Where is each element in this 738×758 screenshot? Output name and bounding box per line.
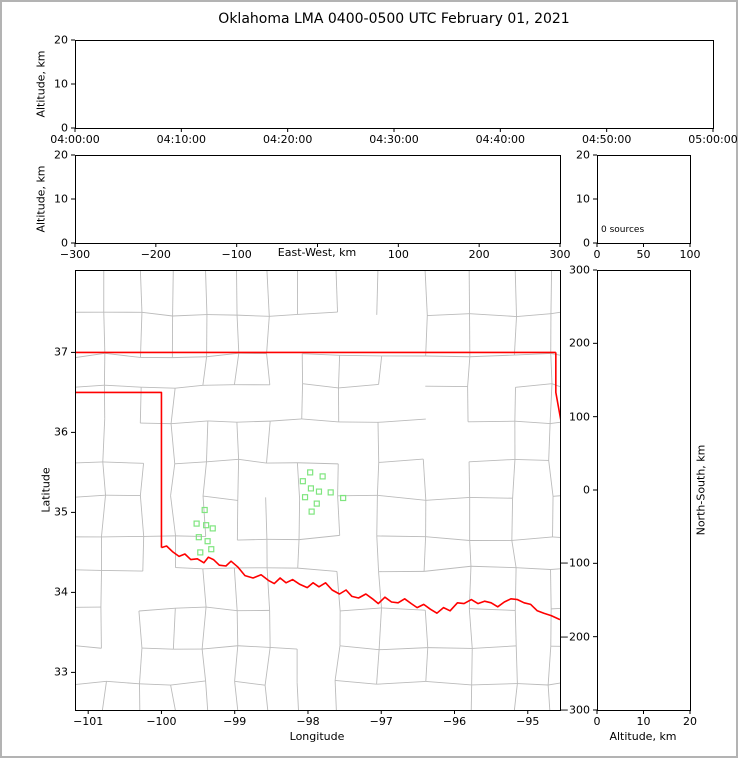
x-tick-label: −101 bbox=[73, 715, 104, 728]
x-tick-label: 04:10:00 bbox=[156, 133, 207, 146]
map-panel bbox=[75, 270, 561, 711]
x-tick-label: −95 bbox=[516, 715, 540, 728]
y-tick-label: −100 bbox=[559, 556, 590, 570]
x-tick-label: −100 bbox=[221, 248, 252, 261]
station-marker bbox=[201, 506, 208, 514]
oklahoma-state-border bbox=[75, 351, 560, 621]
x-tick-label: −99 bbox=[223, 715, 247, 728]
station-marker bbox=[308, 508, 315, 515]
y-tick-label: −200 bbox=[559, 630, 590, 644]
y-tick-label: 300 bbox=[569, 263, 590, 277]
x-tick-label: 200 bbox=[468, 248, 490, 261]
x-tick-label: 04:50:00 bbox=[581, 133, 632, 146]
station-marker bbox=[340, 494, 347, 502]
y-tick-label: 0 bbox=[583, 483, 590, 497]
x-tick-label: −97 bbox=[369, 715, 393, 728]
red-river-border bbox=[161, 545, 560, 621]
ns-height-xlabel: Altitude, km bbox=[609, 730, 677, 743]
station-marker bbox=[197, 549, 204, 556]
map-layers bbox=[75, 270, 560, 710]
map-ylabel: Latitude bbox=[39, 467, 53, 513]
station-marker bbox=[315, 488, 323, 495]
figure-title: Oklahoma LMA 0400-0500 UTC February 01, … bbox=[218, 11, 570, 27]
station-marker bbox=[208, 546, 215, 553]
x-tick-label: 20 bbox=[683, 715, 697, 728]
y-tick-label: 20 bbox=[54, 33, 68, 47]
x-tick-label: 0 bbox=[593, 248, 601, 261]
x-tick-label: 300 bbox=[549, 248, 571, 261]
y-tick-label: 10 bbox=[576, 192, 590, 206]
y-tick-label: 10 bbox=[54, 77, 68, 91]
x-tick-label: 04:30:00 bbox=[369, 133, 419, 146]
station-marker bbox=[313, 500, 320, 507]
station-marker bbox=[209, 525, 216, 532]
y-tick-label: −300 bbox=[559, 703, 590, 717]
y-tick-label: 0 bbox=[583, 236, 590, 250]
station-marker bbox=[195, 534, 202, 541]
source-count-annotation: 0 sources bbox=[601, 225, 645, 235]
x-tick-label: 100 bbox=[387, 248, 409, 261]
x-tick-label: −100 bbox=[146, 715, 177, 728]
station-marker bbox=[193, 520, 200, 527]
ew-height-ylabel: Altitude, km bbox=[34, 165, 48, 233]
x-tick-label: 10 bbox=[636, 715, 651, 728]
y-tick-label: 37 bbox=[54, 345, 68, 359]
x-tick-label: 04:20:00 bbox=[262, 133, 313, 146]
station-marker bbox=[327, 489, 334, 496]
x-tick-label: 0 bbox=[593, 715, 601, 728]
time-height-panel bbox=[75, 40, 714, 129]
station-marker bbox=[204, 538, 211, 545]
ew-height-panel bbox=[75, 155, 561, 244]
x-tick-label: −200 bbox=[140, 248, 171, 261]
y-tick-label: 100 bbox=[569, 410, 590, 424]
station-markers bbox=[193, 469, 347, 556]
y-tick-label: 200 bbox=[569, 336, 590, 350]
y-tick-label: 10 bbox=[54, 192, 68, 206]
x-tick-label: 100 bbox=[679, 248, 701, 261]
time-height-ylabel: Altitude, km bbox=[34, 50, 48, 118]
y-tick-label: 33 bbox=[54, 665, 68, 679]
x-tick-label: 50 bbox=[636, 248, 651, 261]
station-marker bbox=[299, 478, 306, 485]
y-tick-label: 0 bbox=[61, 121, 68, 135]
x-tick-label: −300 bbox=[59, 248, 91, 261]
ns-height-right-label: North-South, km bbox=[694, 444, 708, 536]
y-tick-label: 36 bbox=[54, 425, 68, 439]
y-tick-label: 20 bbox=[54, 148, 68, 162]
station-marker bbox=[307, 469, 314, 476]
x-tick-label: 04:00:00 bbox=[50, 133, 100, 146]
y-tick-label: 34 bbox=[54, 585, 68, 599]
station-marker bbox=[301, 494, 309, 501]
x-tick-label: 04:40:00 bbox=[475, 133, 526, 146]
map-xlabel: Longitude bbox=[289, 730, 345, 743]
x-tick-label: −96 bbox=[442, 715, 467, 728]
y-tick-label: 35 bbox=[54, 505, 68, 519]
county-boundaries bbox=[75, 270, 560, 710]
station-marker bbox=[203, 522, 210, 529]
x-tick-label: −98 bbox=[296, 715, 320, 728]
x-tick-label: 05:00:00 bbox=[688, 133, 738, 146]
ew-height-xlabel: East-West, km bbox=[277, 246, 357, 259]
station-marker bbox=[319, 473, 326, 480]
y-tick-label: 0 bbox=[61, 236, 68, 250]
station-marker bbox=[307, 485, 315, 492]
ns-height-panel bbox=[597, 270, 691, 711]
y-tick-label: 20 bbox=[576, 148, 590, 162]
